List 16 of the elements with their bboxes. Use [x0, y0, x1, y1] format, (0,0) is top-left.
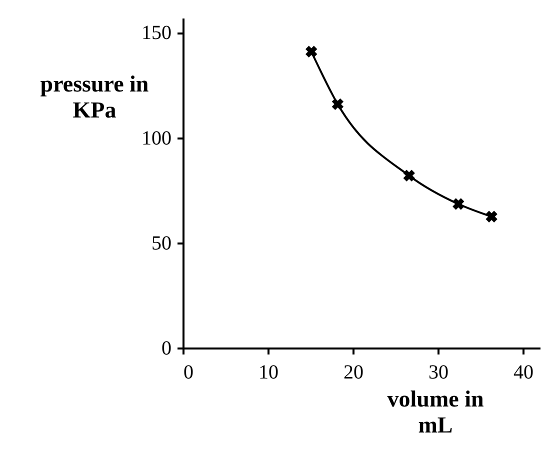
x-axis-title: volume in mL — [387, 386, 484, 438]
y-tick-label: 0 — [162, 338, 172, 360]
x-tick-label: 0 — [184, 362, 194, 384]
y-tick-label: 50 — [152, 232, 172, 254]
x-tick-label: 30 — [428, 362, 448, 384]
point — [452, 198, 464, 210]
point — [305, 46, 318, 58]
x-tick-label: 40 — [514, 362, 534, 384]
point — [332, 98, 344, 110]
point — [486, 210, 498, 222]
y-tick-label: 100 — [142, 127, 172, 150]
y-axis-title: pressure in KPa — [40, 72, 149, 122]
x-tick-label: 20 — [344, 362, 364, 384]
point — [403, 170, 415, 182]
y-tick-label: 150 — [142, 22, 172, 44]
x-tick-label: 10 — [258, 362, 278, 384]
